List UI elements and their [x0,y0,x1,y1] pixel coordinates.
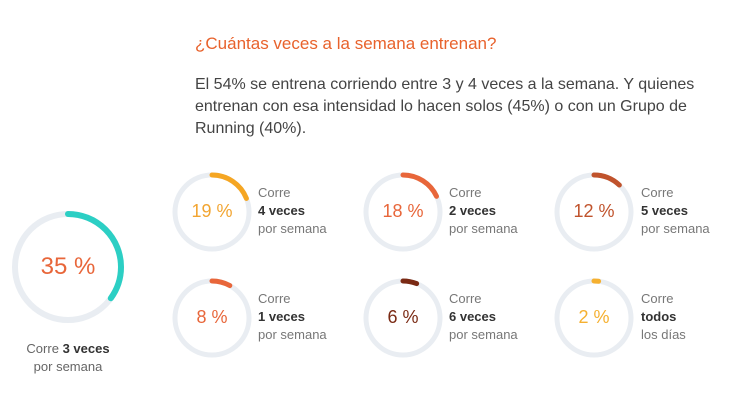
caption-line1: Corre [258,185,291,200]
caption-bold: 3 veces [62,341,110,356]
donut-caption: Corre 6 veces por semana [449,290,518,344]
summary-paragraph: El 54% se entrena corriendo entre 3 y 4 … [195,76,695,137]
donut-arc [554,278,634,358]
caption-line1: Corre [26,341,59,356]
percent-label: 6 % [387,307,419,328]
caption-line1: Corre [449,291,482,306]
donut-chart: 35 % [9,208,127,326]
donut-arc [172,278,252,358]
caption-line1: Corre [258,291,291,306]
donut-arc [363,172,443,252]
caption-bold: 1 veces [258,309,305,324]
percent-label: 19 % [191,201,233,222]
caption-line3: los días [641,327,686,342]
caption-bold: 6 veces [449,309,496,324]
donut-arc [363,278,443,358]
caption-bold: todos [641,309,677,324]
caption-bold: 2 veces [449,203,496,218]
caption-line1: Corre [641,291,674,306]
percent-label: 18 % [382,201,424,222]
donut-caption: Corre todos los días [641,290,686,344]
percent-label: 2 % [578,307,610,328]
donut-arc [12,211,124,323]
caption-bold: 5 veces [641,203,688,218]
percent-label: 12 % [573,201,615,222]
donut-chart: 6 % [361,276,445,360]
donut-caption: Corre 3 veces por semana [10,340,126,376]
donut-chart: 2 % [552,276,636,360]
percent-label: 35 % [40,252,96,280]
percent-label: 8 % [196,307,228,328]
donut-caption: Corre 2 veces por semana [449,184,518,238]
donut-chart: 19 % [170,170,254,254]
caption-line3: por semana [258,327,327,342]
donut-chart: 18 % [361,170,445,254]
caption-line3: por semana [449,327,518,342]
caption-line3: por semana [641,221,710,236]
donut-arc [554,172,634,252]
donut-chart: 12 % [552,170,636,254]
caption-bold: 4 veces [258,203,305,218]
donut-caption: Corre 1 veces por semana [258,290,327,344]
caption-line3: por semana [258,221,327,236]
donut-caption: Corre 4 veces por semana [258,184,327,238]
caption-line1: Corre [641,185,674,200]
donut-chart: 8 % [170,276,254,360]
donut-arc [172,172,252,252]
caption-line3: por semana [449,221,518,236]
caption-line3: por semana [33,359,103,374]
donut-caption: Corre 5 veces por semana [641,184,710,238]
caption-line1: Corre [449,185,482,200]
page-title: ¿Cuántas veces a la semana entrenan? [195,34,497,53]
